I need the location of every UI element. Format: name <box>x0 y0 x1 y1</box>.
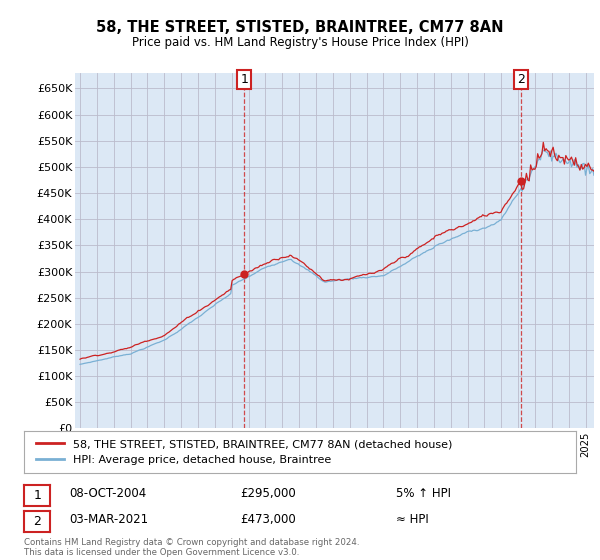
Legend: 58, THE STREET, STISTED, BRAINTREE, CM77 8AN (detached house), HPI: Average pric: 58, THE STREET, STISTED, BRAINTREE, CM77… <box>29 432 459 472</box>
Text: £473,000: £473,000 <box>240 513 296 526</box>
Text: 2: 2 <box>517 73 525 86</box>
Text: £295,000: £295,000 <box>240 487 296 501</box>
Text: Contains HM Land Registry data © Crown copyright and database right 2024.
This d: Contains HM Land Registry data © Crown c… <box>24 538 359 557</box>
Text: 03-MAR-2021: 03-MAR-2021 <box>69 513 148 526</box>
Text: 1: 1 <box>241 73 248 86</box>
Text: 2: 2 <box>33 515 41 528</box>
Text: 1: 1 <box>33 489 41 502</box>
Text: 5% ↑ HPI: 5% ↑ HPI <box>396 487 451 501</box>
Text: ≈ HPI: ≈ HPI <box>396 513 429 526</box>
Text: 58, THE STREET, STISTED, BRAINTREE, CM77 8AN: 58, THE STREET, STISTED, BRAINTREE, CM77… <box>96 20 504 35</box>
Text: Price paid vs. HM Land Registry's House Price Index (HPI): Price paid vs. HM Land Registry's House … <box>131 36 469 49</box>
Text: 08-OCT-2004: 08-OCT-2004 <box>69 487 146 501</box>
